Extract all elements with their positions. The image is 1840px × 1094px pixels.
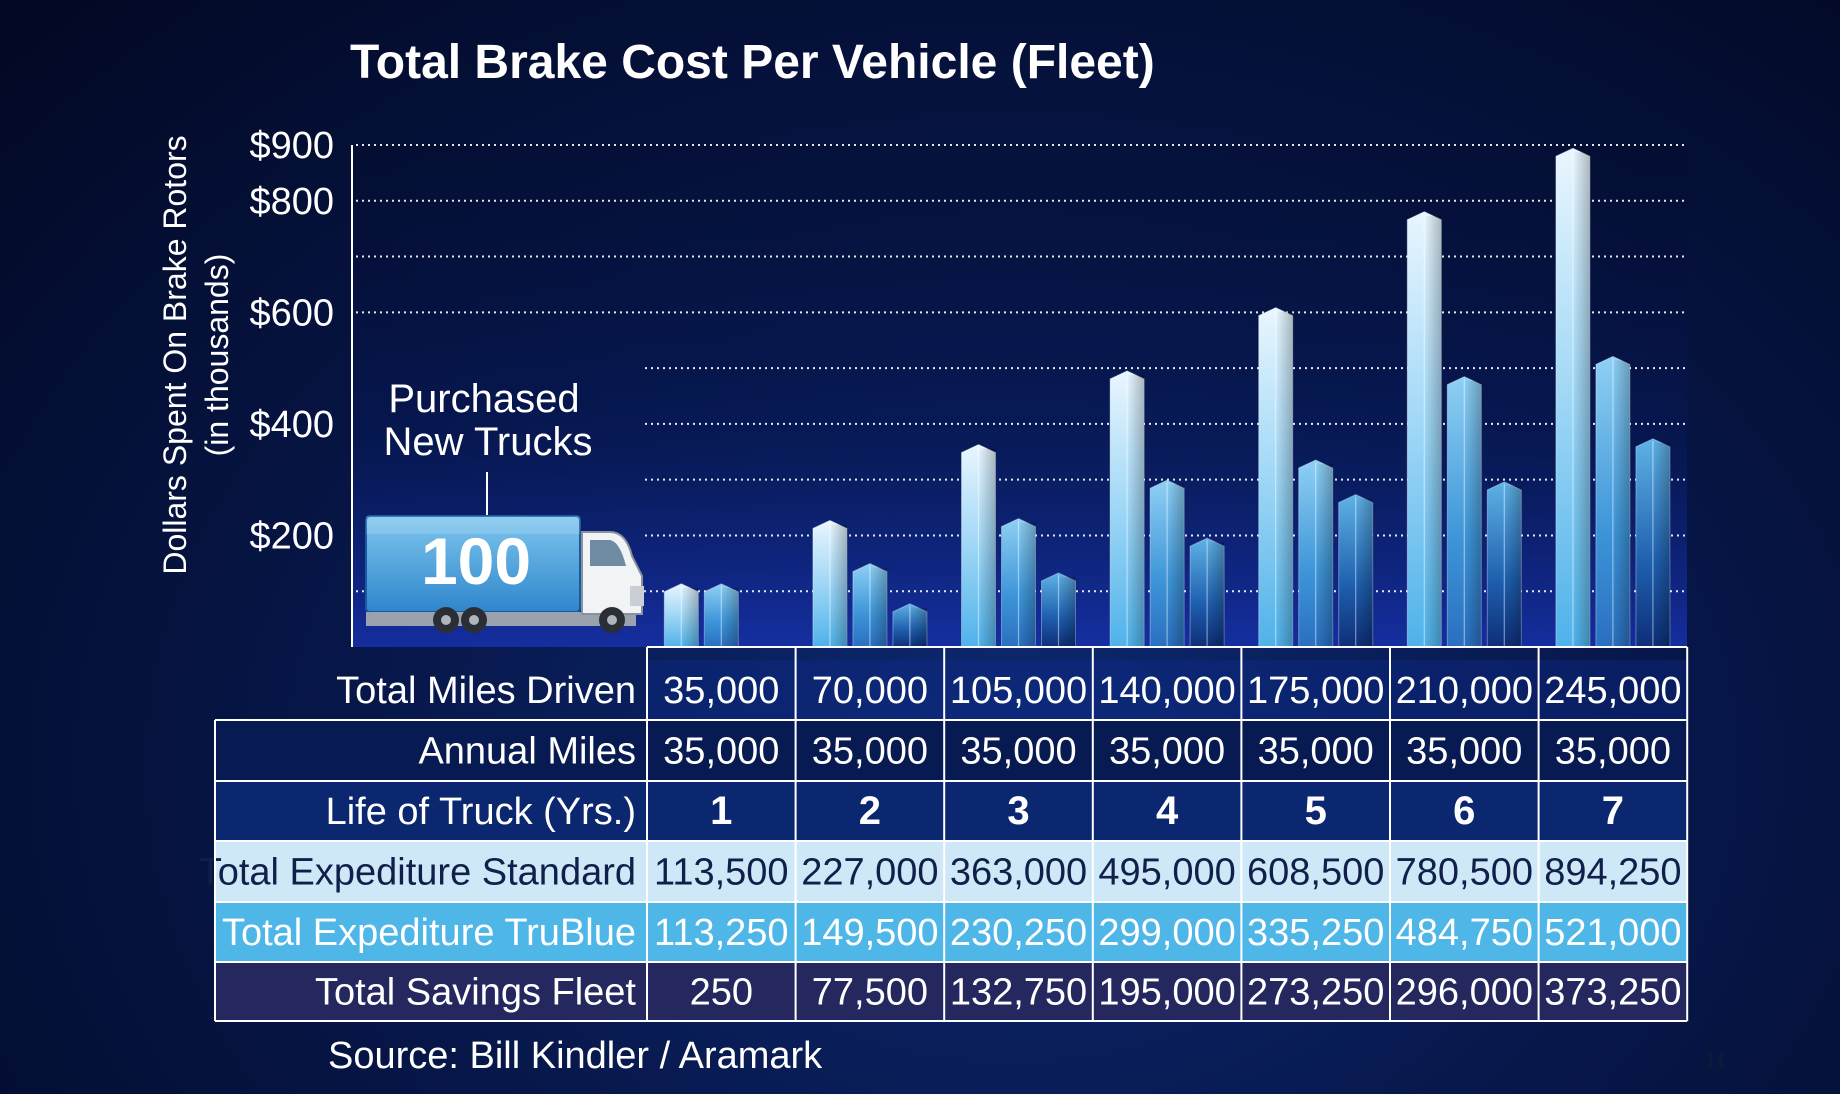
bar — [1189, 537, 1225, 648]
annotation-line2: New Trucks — [384, 420, 593, 464]
table-cell: 894,250 — [1544, 852, 1681, 894]
table-cell: 113,250 — [654, 912, 789, 954]
table-cell: 4 — [1156, 789, 1179, 833]
table-cell: 6 — [1453, 789, 1475, 833]
row-label: Annual Miles — [418, 731, 636, 773]
table-borders — [214, 646, 1689, 1022]
table-cell: 250 — [690, 972, 753, 1014]
table-cell: 35,000 — [1555, 731, 1671, 773]
table-cell: 7 — [1602, 789, 1624, 833]
bar — [812, 519, 848, 648]
bar — [1555, 147, 1591, 648]
y-tick-label: $600 — [249, 292, 334, 334]
bar — [1041, 572, 1076, 648]
bar — [961, 443, 996, 648]
table-cell: 175,000 — [1247, 670, 1384, 712]
table-row: Total Miles Driven 35,000 70,000 105,000 140… — [336, 660, 1688, 720]
table-cell: 227,000 — [801, 852, 938, 894]
bar — [1635, 438, 1671, 648]
bar — [1338, 494, 1374, 648]
chart-title: Total Brake Cost Per Vehicle (Fleet) — [350, 36, 1155, 89]
table-cell: 3 — [1007, 789, 1029, 833]
table-cell: 35,000 — [960, 731, 1076, 773]
y-tick-label: $200 — [249, 515, 334, 557]
truck-icon: 100 — [365, 515, 644, 633]
table-cell: 2 — [859, 789, 881, 833]
table-cell: 35,000 — [1109, 731, 1225, 773]
bar — [1258, 307, 1294, 648]
table-cell: 5 — [1305, 789, 1327, 833]
row-label: Total Expediture TruBlue — [222, 912, 636, 954]
table-row: Life of Truck (Yrs.) 1 2 3 4 5 6 7 — [215, 781, 1688, 841]
table-cell: 373,250 — [1544, 972, 1681, 1014]
row-label: Life of Truck (Yrs.) — [326, 791, 636, 833]
table-cell: 35,000 — [1406, 731, 1522, 773]
table-row: Total Expediture Standard 113,500 227,000 3… — [199, 841, 1688, 902]
table-row: Total Savings Fleet 250 77,500 132,750 195,0… — [215, 962, 1688, 1021]
page-number: 11 — [1704, 1048, 1727, 1074]
table-cell: 335,250 — [1247, 912, 1384, 954]
table-cell: 195,000 — [1098, 972, 1235, 1014]
table-cell: 149,500 — [801, 912, 938, 954]
table-cell: 273,250 — [1247, 972, 1384, 1014]
table-row: Total Expediture TruBlue 113,250 149,500 23… — [215, 902, 1688, 962]
row-label: Total Savings Fleet — [315, 972, 636, 1014]
table-cell: 113,500 — [654, 852, 789, 894]
y-axis-sublabel: (in thousands) — [199, 254, 235, 457]
source-note: Source: Bill Kindler / Aramark — [328, 1035, 823, 1077]
table-cell: 70,000 — [812, 670, 928, 712]
table-cell: 77,500 — [812, 972, 928, 1014]
table-cell: 296,000 — [1396, 972, 1533, 1014]
table-cell: 1 — [710, 789, 732, 833]
table-cell: 140,000 — [1098, 670, 1235, 712]
table-cell: 105,000 — [950, 670, 1087, 712]
table-cell: 245,000 — [1544, 670, 1681, 712]
table-cell: 780,500 — [1396, 852, 1533, 894]
y-axis-ticks: $900 $800 $600 $400 $200 — [249, 125, 334, 557]
bars — [663, 147, 1671, 648]
table-cell: 35,000 — [812, 731, 928, 773]
y-axis-label-group: Dollars Spent On Brake Rotors (in thousa… — [157, 135, 235, 574]
annotation-line1: Purchased — [388, 377, 579, 421]
table-cell: 35,000 — [663, 731, 779, 773]
row-label: Total Miles Driven — [336, 670, 636, 712]
table-cell: 299,000 — [1098, 912, 1235, 954]
table-row: Annual Miles 35,000 35,000 35,000 35,000 35,0… — [215, 720, 1688, 781]
table-cell: 210,000 — [1396, 670, 1533, 712]
y-axis-label: Dollars Spent On Brake Rotors — [157, 135, 193, 574]
data-table: Total Miles Driven 35,000 70,000 105,000 140… — [199, 646, 1689, 1022]
bar — [1595, 355, 1631, 648]
bar — [1001, 518, 1036, 648]
bar — [1298, 459, 1334, 648]
table-cell: 35,000 — [1258, 731, 1374, 773]
bar — [1406, 211, 1442, 648]
table-cell: 608,500 — [1247, 852, 1384, 894]
y-tick-label: $400 — [249, 404, 334, 446]
y-tick-label: $900 — [249, 125, 334, 167]
bar — [663, 583, 699, 648]
table-cell: 35,000 — [663, 670, 779, 712]
table-cell: 484,750 — [1396, 912, 1533, 954]
bar — [703, 583, 739, 648]
table-cell: 521,000 — [1544, 912, 1681, 954]
table-cell: 495,000 — [1098, 852, 1235, 894]
bar — [852, 563, 888, 648]
bar — [1486, 481, 1522, 648]
bar — [1446, 376, 1482, 648]
table-cell: 132,750 — [950, 972, 1087, 1014]
truck-count: 100 — [421, 524, 531, 598]
bar — [1109, 370, 1145, 648]
table-cell: 363,000 — [950, 852, 1087, 894]
table-cell: 230,250 — [950, 912, 1087, 954]
bar — [892, 603, 928, 648]
row-label: Total Expediture Standard — [199, 852, 636, 894]
y-tick-label: $800 — [249, 181, 334, 223]
bar — [1149, 479, 1185, 648]
